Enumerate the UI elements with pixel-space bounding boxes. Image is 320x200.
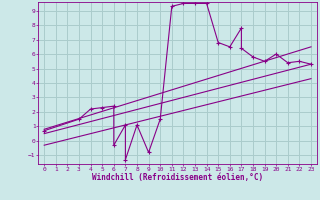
X-axis label: Windchill (Refroidissement éolien,°C): Windchill (Refroidissement éolien,°C) xyxy=(92,173,263,182)
